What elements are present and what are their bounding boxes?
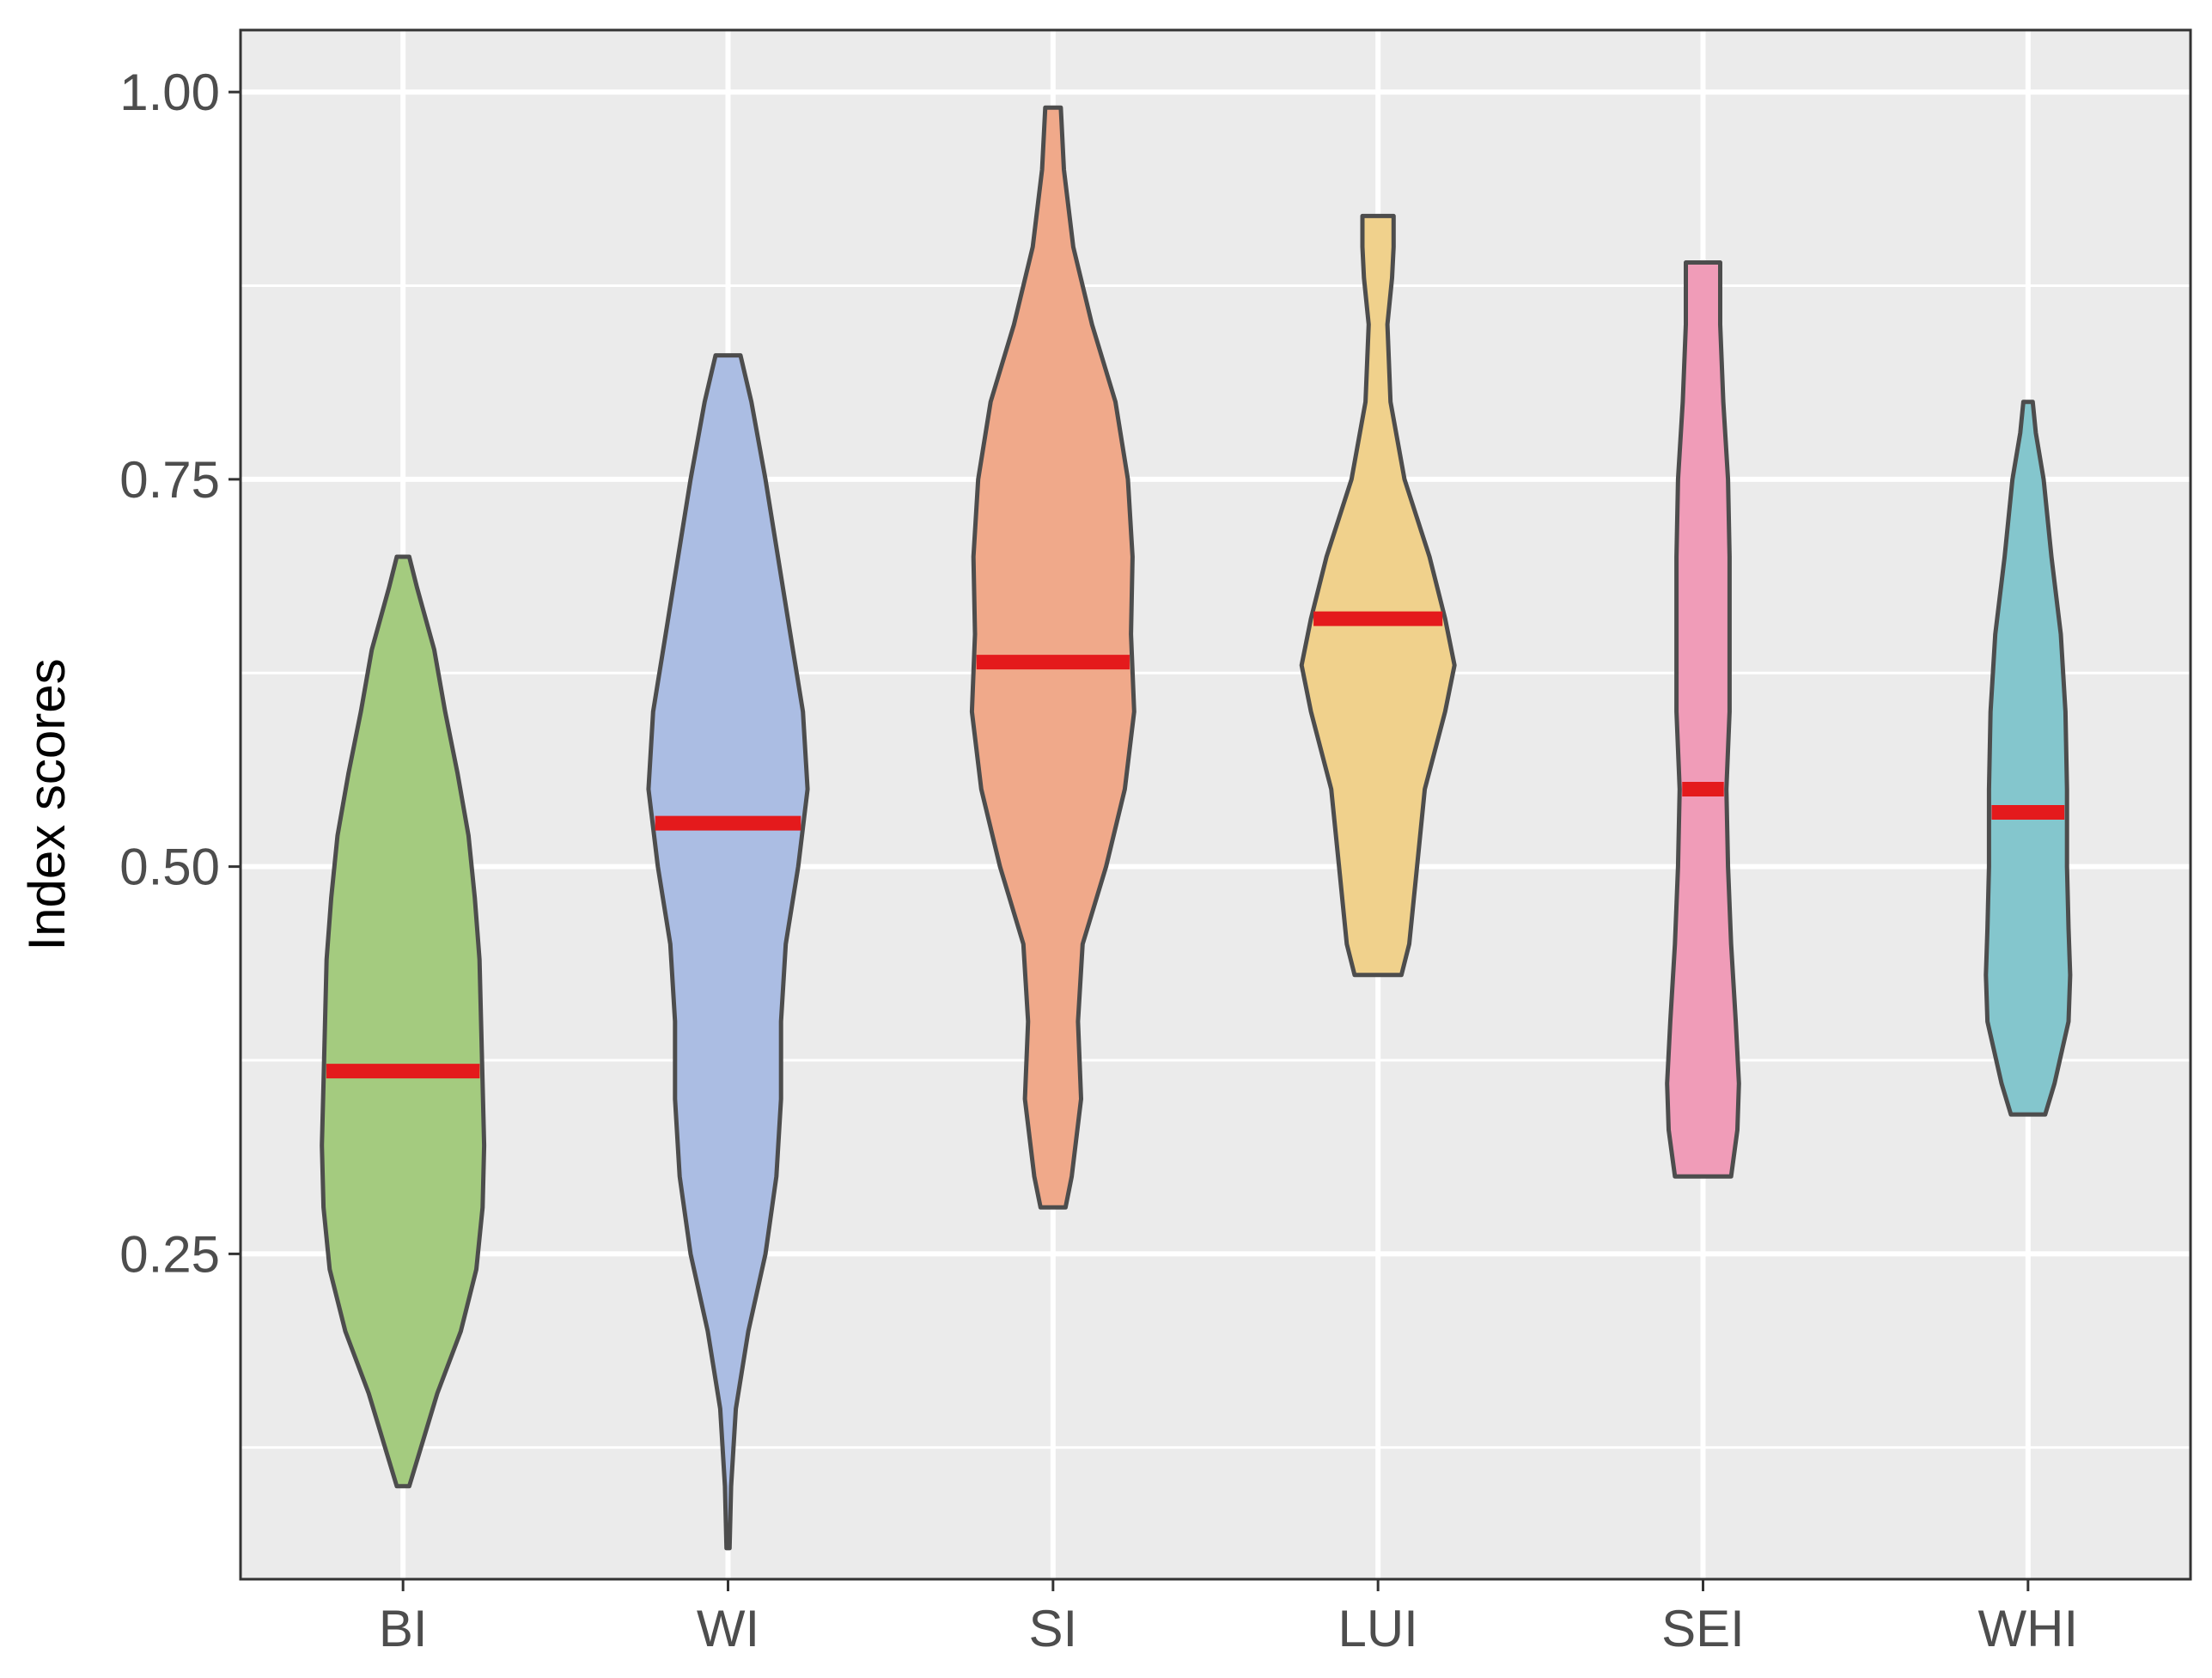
minor-gridlines (241, 284, 2191, 1449)
plot-panel (241, 30, 2191, 1579)
y-tick-label: 0.75 (119, 451, 220, 509)
x-tick-label: BI (379, 1600, 428, 1657)
y-tick-label: 1.00 (119, 64, 220, 121)
y-tick-label: 0.25 (119, 1225, 220, 1283)
violin-wi (646, 353, 810, 1551)
x-tick-label: WHI (1978, 1600, 2079, 1657)
violin-lui (1299, 213, 1457, 978)
y-axis-title: Index scores (18, 658, 76, 950)
y-tick-label: 0.50 (119, 839, 220, 896)
panel-border (239, 28, 2192, 1581)
violin-whi (1983, 400, 2073, 1117)
violins (320, 105, 2073, 1551)
violin-sei (1665, 260, 1741, 1179)
x-tick-label: SEI (1661, 1600, 1745, 1657)
x-tick-label: SI (1028, 1600, 1077, 1657)
x-tick-label: LUI (1338, 1600, 1417, 1657)
violin-bi (320, 554, 487, 1489)
y-axis: 0.25 0.50 0.75 1.00 (119, 64, 241, 1283)
x-tick-label: WI (697, 1600, 759, 1657)
x-axis: BI WI SI LUI SEI WHI (379, 1579, 2078, 1657)
